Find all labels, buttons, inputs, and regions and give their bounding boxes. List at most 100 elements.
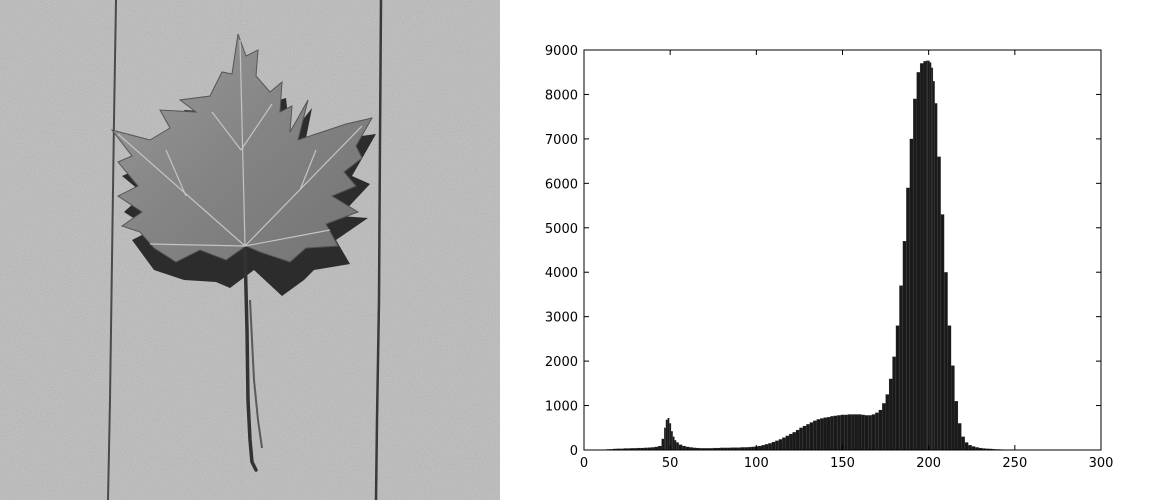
histogram-bar — [658, 445, 662, 451]
histogram-bar — [940, 214, 945, 451]
histogram-bar — [971, 446, 976, 451]
histogram-bar — [957, 423, 962, 451]
histogram-bar — [902, 241, 907, 451]
histogram-bar — [792, 432, 797, 451]
histogram-bar — [665, 419, 668, 451]
y-tick-label: 8000 — [545, 88, 578, 103]
tick-labels: 0 50 100 150 200 250 3000100020003000400050006… — [545, 44, 1114, 471]
histogram-bar — [964, 442, 969, 451]
histogram-bar — [670, 431, 673, 451]
y-tick-label: 5000 — [545, 222, 578, 237]
histogram-bar — [768, 443, 772, 451]
histogram-bar — [857, 414, 862, 451]
histogram-bar — [864, 415, 869, 451]
histogram-bar — [782, 437, 786, 451]
histogram-bar — [757, 445, 762, 451]
histogram-bar — [816, 419, 821, 451]
y-tick-label: 0 — [570, 444, 578, 459]
y-tick-label: 6000 — [545, 177, 578, 192]
histogram-bar — [934, 103, 938, 451]
histogram-bar — [672, 436, 675, 451]
histogram-bar — [923, 61, 927, 451]
histogram-bar — [929, 62, 932, 451]
histogram-bar — [871, 414, 876, 451]
histogram-bar — [885, 394, 890, 451]
histogram-bar — [968, 445, 972, 451]
histogram-bar — [892, 356, 896, 451]
histogram-bar — [882, 403, 886, 451]
histogram-bar — [844, 414, 848, 451]
histogram-bar — [802, 425, 807, 451]
y-tick-label: 3000 — [545, 311, 578, 326]
histogram-bar — [888, 378, 893, 451]
leaf-veins — [117, 39, 363, 247]
histogram-bar — [906, 187, 910, 451]
concrete-crack — [374, 0, 383, 500]
histogram-bar — [799, 427, 803, 451]
histogram-bar — [789, 433, 793, 451]
histogram-bar — [961, 436, 965, 451]
histogram-bar — [830, 416, 834, 451]
histogram-bar — [682, 445, 686, 451]
histogram-bar — [795, 429, 800, 451]
histogram-bar — [851, 414, 855, 451]
histogram-bar — [931, 67, 934, 451]
tick-marks — [583, 49, 1102, 451]
concrete-crack — [107, 0, 117, 500]
histogram-bar — [944, 272, 948, 451]
histogram-bar — [878, 409, 883, 451]
x-tick-label: 250 — [1002, 456, 1027, 471]
histogram-bar — [937, 156, 941, 451]
x-tick-label: 0 — [580, 456, 588, 471]
x-tick-label: 100 — [744, 456, 769, 471]
x-tick-label: 150 — [830, 456, 855, 471]
histogram-bar — [823, 417, 828, 451]
histogram-bar — [771, 441, 776, 451]
y-tick-label: 9000 — [545, 44, 578, 59]
bar-series — [602, 60, 1017, 451]
histogram-bar — [868, 415, 872, 451]
y-tick-label: 2000 — [545, 355, 578, 370]
histogram-bar — [667, 417, 670, 451]
histogram-bar — [809, 422, 814, 451]
histogram-bar — [761, 445, 766, 451]
histogram-bar — [954, 401, 959, 451]
leaf-stem — [243, 248, 258, 472]
histogram-chart: 0 50 100 150 200 250 3000100020003000400050006… — [545, 44, 1114, 471]
histogram-bar — [926, 60, 928, 451]
histogram-bar — [785, 435, 790, 451]
histogram-bar — [674, 440, 677, 451]
histogram-bar — [678, 444, 683, 451]
x-tick-label: 200 — [916, 456, 941, 471]
histogram-bar — [775, 440, 779, 451]
histogram-bar — [826, 417, 831, 451]
leaf-photo — [0, 0, 500, 500]
histogram-bar — [778, 439, 783, 451]
histogram-bar — [947, 325, 952, 451]
histogram-bar — [676, 442, 679, 451]
x-tick-label: 300 — [1089, 456, 1114, 471]
histogram-bar — [861, 414, 865, 451]
histogram-bar — [932, 81, 935, 451]
histogram-bar — [813, 420, 817, 451]
histogram-bar — [913, 98, 917, 451]
x-tick-label: 50 — [662, 456, 679, 471]
histogram-bar — [875, 412, 879, 451]
histogram-bar — [840, 414, 845, 451]
y-tick-label: 4000 — [545, 266, 578, 281]
histogram-bar — [916, 72, 921, 451]
histogram-bar — [837, 415, 841, 451]
histogram-bar — [927, 60, 930, 451]
histogram-bar — [820, 418, 824, 451]
histogram-bar — [909, 138, 914, 451]
histogram-bar — [764, 444, 769, 451]
histogram-bar — [806, 424, 810, 451]
histogram-bar — [847, 414, 852, 451]
plot-frame — [583, 49, 1102, 451]
y-tick-label: 7000 — [545, 133, 578, 148]
histogram-bar — [950, 365, 955, 451]
histogram-bar — [895, 325, 900, 451]
y-tick-label: 1000 — [545, 400, 578, 415]
histogram-bar — [661, 438, 665, 451]
histogram-bar — [899, 285, 903, 451]
